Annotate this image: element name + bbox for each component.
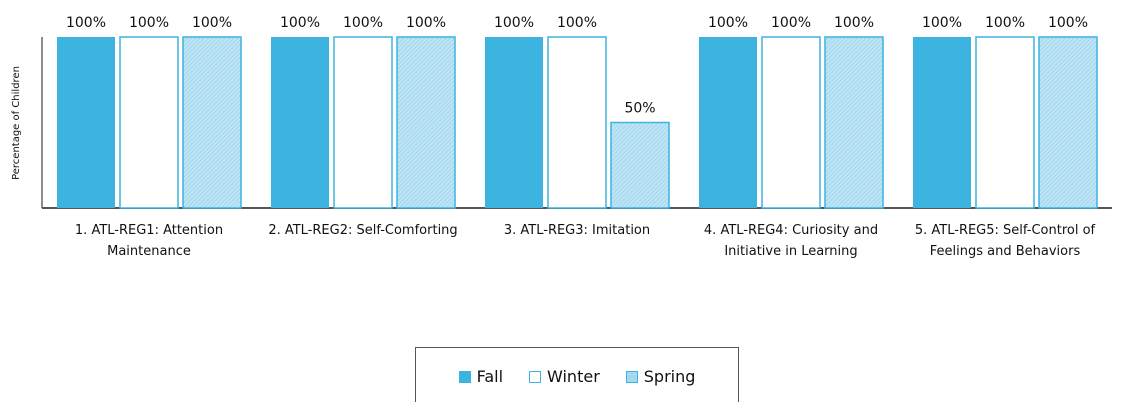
legend-swatch (529, 370, 542, 383)
value-label: 100% (922, 15, 962, 31)
bar (1038, 36, 1098, 209)
value-label: 100% (192, 15, 232, 31)
bar (761, 36, 821, 209)
legend-item: Fall (458, 367, 504, 386)
bar (610, 121, 670, 209)
value-label: 100% (708, 15, 748, 31)
value-label: 100% (494, 15, 534, 31)
x-tick-label: 3. ATL-REG3: Imitation (503, 223, 651, 238)
bar (57, 37, 115, 208)
value-label: 100% (66, 15, 106, 31)
legend-label: Winter (547, 367, 600, 386)
bar (333, 36, 393, 209)
value-label: 100% (280, 15, 320, 31)
bar (547, 36, 607, 209)
value-label: 100% (771, 15, 811, 31)
bar (271, 37, 329, 208)
value-label: 100% (834, 15, 874, 31)
bar (119, 36, 179, 209)
value-label: 100% (129, 15, 169, 31)
bar (913, 37, 971, 208)
legend: Fall Winter Spring (415, 347, 739, 402)
value-label: 100% (985, 15, 1025, 31)
value-label: 100% (343, 15, 383, 31)
legend-label: Spring (643, 367, 696, 386)
bar (396, 36, 456, 209)
bar (824, 36, 884, 209)
value-label: 100% (1048, 15, 1088, 31)
x-tick-label: 1. ATL-REG1: Attention Maintenance (74, 223, 224, 259)
legend-swatch (458, 370, 471, 383)
legend-item: Winter (529, 367, 600, 386)
value-label: 50% (624, 101, 655, 117)
x-tick-label: 2. ATL-REG2: Self-Comforting (268, 223, 458, 238)
legend-swatch (625, 370, 638, 383)
value-label: 100% (557, 15, 597, 31)
y-axis-label: Percentage of Children (11, 66, 22, 180)
x-tick-label: 5. ATL-REG5: Self-Control of Feelings an… (914, 223, 1096, 259)
bar (182, 36, 242, 209)
bar (699, 37, 757, 208)
legend-item: Spring (625, 367, 696, 386)
legend-label: Fall (476, 367, 504, 386)
bar (975, 36, 1035, 209)
value-label: 100% (406, 15, 446, 31)
bar (485, 37, 543, 208)
x-tick-label: 4. ATL-REG4: Curiosity and Initiative in… (703, 223, 879, 259)
